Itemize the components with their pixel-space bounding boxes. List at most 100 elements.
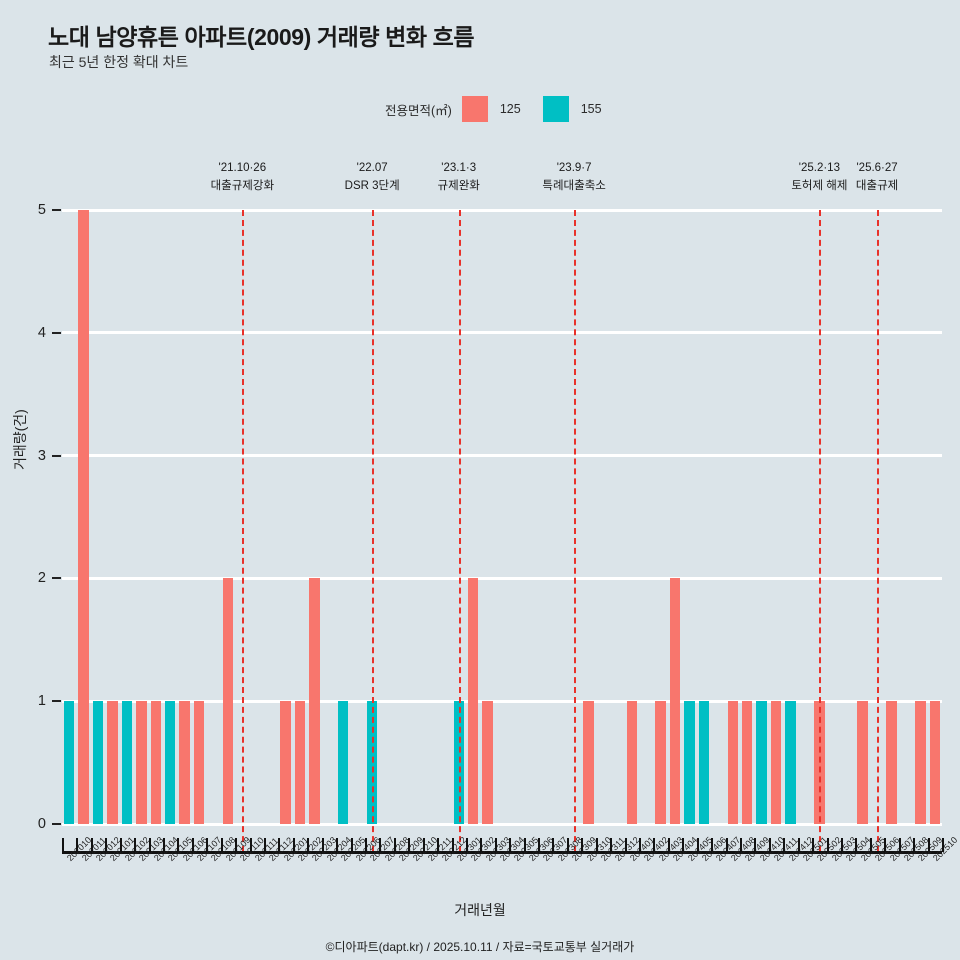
- y-tick-mark: [52, 331, 61, 334]
- bar[interactable]: [684, 701, 695, 824]
- x-tick-mark: [812, 838, 815, 852]
- bar[interactable]: [915, 701, 926, 824]
- gridline: [62, 454, 942, 458]
- x-axis-title: 거래년월: [454, 902, 506, 918]
- x-tick-mark: [134, 838, 137, 852]
- x-tick-mark: [364, 838, 367, 852]
- x-tick-mark: [90, 838, 93, 852]
- x-axis-line: [62, 851, 942, 854]
- bar[interactable]: [785, 701, 796, 824]
- x-tick-mark: [235, 838, 238, 852]
- x-tick-mark: [942, 838, 944, 852]
- x-tick-mark: [639, 838, 642, 852]
- bar[interactable]: [727, 701, 738, 824]
- x-tick-mark: [523, 838, 526, 852]
- x-tick-mark: [869, 838, 872, 852]
- x-tick-mark: [725, 838, 728, 852]
- gridline: [62, 822, 942, 826]
- bar[interactable]: [482, 701, 493, 824]
- x-tick-mark: [379, 838, 382, 852]
- x-tick-mark: [191, 838, 194, 852]
- x-tick-mark: [249, 838, 252, 852]
- event-date: '23.9·7: [556, 162, 592, 174]
- event-label: '21.10·26 대출규제강화: [211, 160, 274, 196]
- x-tick-mark: [220, 838, 223, 852]
- event-text: 대출규제강화: [210, 179, 275, 192]
- bar[interactable]: [770, 701, 782, 824]
- bar[interactable]: [309, 578, 320, 824]
- x-tick-mark: [711, 838, 714, 852]
- x-tick-mark: [696, 838, 699, 852]
- event-text: DSR 3단계: [344, 179, 400, 192]
- bar[interactable]: [136, 701, 147, 824]
- y-tick-label: 2: [37, 570, 46, 587]
- event-line: [877, 210, 880, 852]
- bar[interactable]: [150, 701, 161, 824]
- bar[interactable]: [698, 701, 710, 824]
- gridline: [62, 576, 942, 580]
- bar[interactable]: [338, 701, 349, 824]
- bar[interactable]: [886, 701, 897, 824]
- x-tick-mark: [624, 838, 627, 852]
- bar[interactable]: [222, 578, 234, 824]
- x-tick-mark: [884, 838, 887, 852]
- bar[interactable]: [467, 578, 479, 824]
- bar[interactable]: [583, 701, 594, 824]
- bar[interactable]: [294, 701, 306, 824]
- x-tick-mark: [393, 838, 396, 852]
- bar[interactable]: [857, 701, 868, 824]
- footer-credit: ©디아파트(dapt.kr) / 2025.10.11 / 자료=국토교통부 실…: [325, 940, 635, 954]
- x-tick-mark: [162, 838, 165, 852]
- bar[interactable]: [193, 701, 205, 824]
- bar[interactable]: [453, 701, 464, 824]
- x-tick-mark: [855, 838, 858, 852]
- y-tick-label: 5: [37, 202, 46, 218]
- x-tick-mark: [653, 838, 656, 852]
- event-text: 대출규제: [855, 179, 899, 192]
- event-text: 토허제 해제: [791, 179, 848, 192]
- event-date: '25.6·27: [856, 162, 898, 174]
- bar[interactable]: [179, 701, 190, 824]
- x-tick-mark: [566, 838, 569, 852]
- event-label: '25.2·13 토허제 해제: [791, 160, 847, 196]
- x-tick-mark: [336, 838, 339, 852]
- bar[interactable]: [121, 701, 133, 824]
- x-tick-mark: [841, 838, 844, 852]
- event-line: [372, 210, 375, 852]
- x-tick-mark: [682, 838, 685, 852]
- bar[interactable]: [655, 701, 666, 824]
- x-tick-mark: [263, 838, 266, 852]
- legend-swatch-125: [461, 96, 488, 122]
- x-tick-mark: [422, 838, 425, 852]
- x-tick-mark: [321, 838, 324, 852]
- bar[interactable]: [64, 701, 75, 824]
- event-line: [242, 210, 245, 852]
- event-label: '22.07 DSR 3단계: [345, 160, 400, 196]
- x-tick-mark: [913, 838, 916, 852]
- x-tick-mark: [783, 838, 786, 852]
- bar[interactable]: [814, 701, 825, 824]
- bar[interactable]: [92, 701, 104, 824]
- gridline: [62, 331, 942, 335]
- y-tick-label: 4: [37, 324, 46, 341]
- x-tick-mark: [898, 838, 901, 852]
- event-label: '23.9·7 특례대출축소: [542, 160, 605, 196]
- x-tick-mark: [610, 838, 613, 852]
- event-date: '21.10·26: [218, 162, 267, 174]
- bar[interactable]: [165, 701, 176, 824]
- x-tick-mark: [581, 838, 584, 852]
- bar[interactable]: [669, 578, 681, 824]
- bar[interactable]: [756, 701, 767, 824]
- x-tick-mark: [206, 838, 209, 852]
- bar[interactable]: [78, 210, 89, 824]
- bar[interactable]: [107, 701, 118, 824]
- y-tick-mark: [52, 700, 61, 703]
- bar[interactable]: [280, 701, 291, 824]
- bar[interactable]: [929, 701, 940, 824]
- x-tick-mark: [768, 838, 771, 852]
- event-date: '25.2·13: [798, 162, 840, 174]
- y-tick-label: 3: [37, 447, 46, 464]
- x-tick-mark: [826, 838, 829, 852]
- bar[interactable]: [626, 701, 638, 824]
- bar[interactable]: [742, 701, 753, 824]
